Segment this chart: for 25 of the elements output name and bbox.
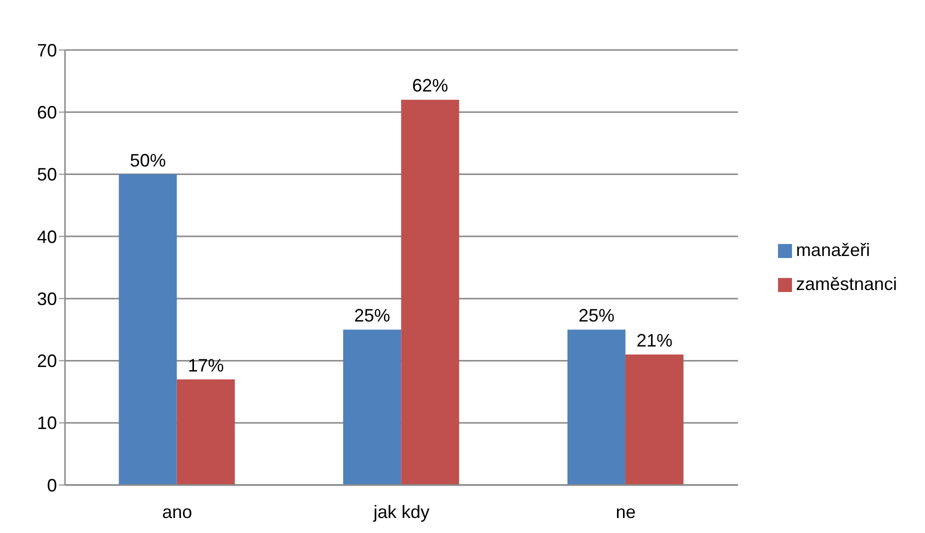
bar xyxy=(625,354,684,485)
legend-label: zaměstnanci xyxy=(796,274,897,294)
data-label: 50% xyxy=(130,150,166,170)
bar xyxy=(343,330,402,485)
data-label: 17% xyxy=(188,355,224,376)
bar xyxy=(176,379,235,485)
bar xyxy=(567,330,626,485)
bar xyxy=(118,174,177,485)
y-tick-label: 70 xyxy=(36,40,57,60)
x-tick-label: ano xyxy=(162,502,192,522)
bar xyxy=(401,100,460,485)
data-label: 25% xyxy=(578,306,614,326)
y-tick-label: 60 xyxy=(36,102,57,123)
x-tick-label: ne xyxy=(616,502,636,522)
y-tick-label: 50 xyxy=(36,164,57,185)
y-tick-label: 30 xyxy=(36,288,57,309)
y-tick-label: 0 xyxy=(46,475,57,496)
y-tick-label: 20 xyxy=(36,351,57,372)
y-tick-label: 10 xyxy=(36,413,57,434)
data-label: 25% xyxy=(354,306,390,326)
data-label: 21% xyxy=(636,330,672,350)
y-tick-label: 40 xyxy=(36,226,57,247)
data-label: 62% xyxy=(412,76,448,96)
legend-label: manažeři xyxy=(796,240,870,260)
x-tick-label: jak kdy xyxy=(372,502,430,522)
